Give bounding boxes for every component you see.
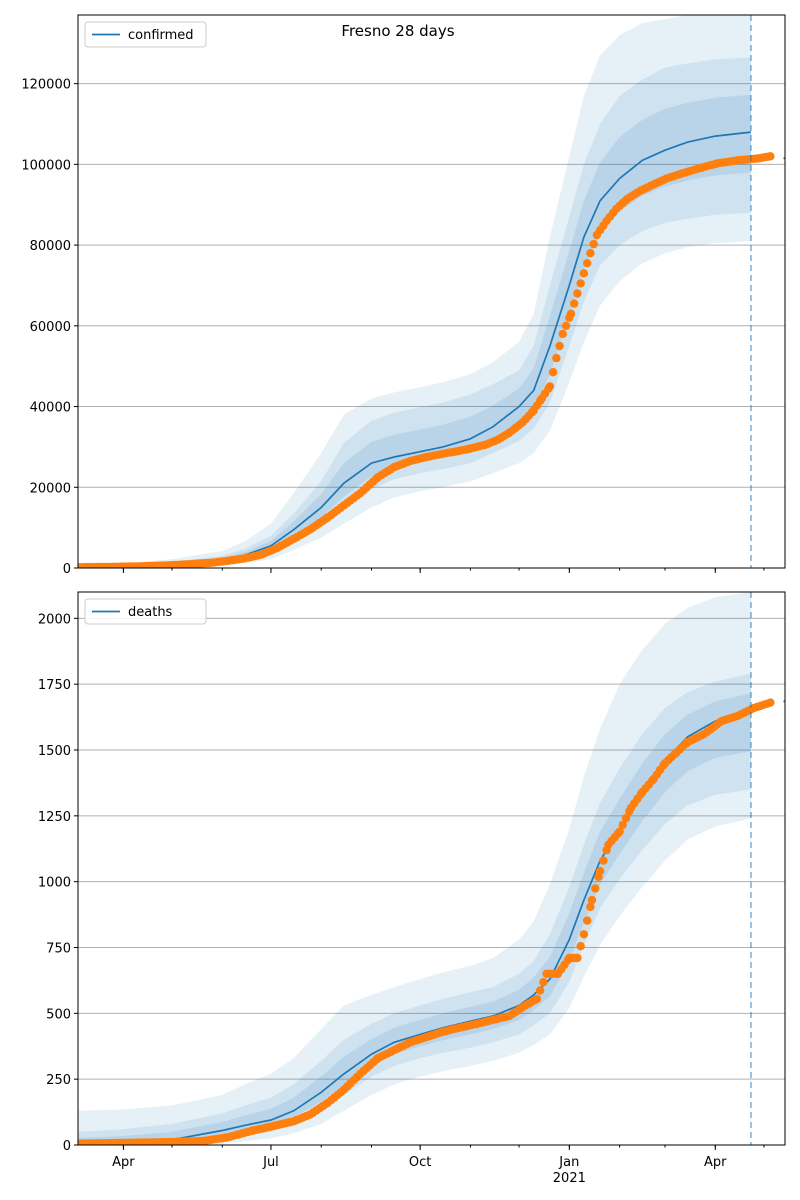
legend-box bbox=[84, 21, 207, 48]
y-tick-label: 1250 bbox=[38, 810, 71, 825]
y-tick-label: 60000 bbox=[30, 320, 71, 335]
y-tick-label: 500 bbox=[46, 1007, 71, 1022]
y-tick-label: 0 bbox=[63, 1139, 71, 1154]
confirmed-panel: 0 20000 40000 60000 80000 100000 120000 confirm… bbox=[21, 14, 786, 577]
deaths-panel: 0 250 500 750 1000 1250 1500 1750 2000 Apr Jul Oct J… bbox=[38, 591, 786, 1186]
x-tick-year-label: 2021 bbox=[553, 1171, 586, 1186]
observed-point bbox=[573, 289, 582, 298]
observed-point bbox=[591, 884, 600, 893]
observed-point bbox=[618, 820, 627, 830]
y-tick-label: 1000 bbox=[38, 876, 71, 891]
observed-point bbox=[570, 299, 579, 308]
axes-frame bbox=[77, 14, 786, 569]
legend-box bbox=[84, 598, 207, 625]
observed-point bbox=[766, 698, 775, 707]
y-tick-label: 750 bbox=[46, 942, 71, 957]
observed-point bbox=[615, 827, 624, 836]
observed-point bbox=[539, 978, 548, 987]
observed-point bbox=[561, 321, 571, 330]
observed-point bbox=[576, 279, 585, 288]
observed-point bbox=[555, 341, 564, 351]
uncertainty-band bbox=[78, 57, 751, 568]
legend: confirmed bbox=[84, 21, 207, 48]
observed-point bbox=[589, 239, 598, 249]
y-tick-label: 40000 bbox=[30, 401, 71, 416]
observed-point bbox=[579, 930, 589, 939]
axes-frame bbox=[77, 591, 786, 1146]
x-tick-label: Apr bbox=[704, 1155, 727, 1170]
observed-point bbox=[766, 152, 775, 161]
observed-point bbox=[583, 259, 592, 268]
observed-point bbox=[552, 353, 561, 363]
legend-label: confirmed bbox=[128, 28, 194, 43]
y-tick-label: 250 bbox=[46, 1073, 71, 1088]
observed-point bbox=[535, 986, 545, 995]
figure-title: Fresno 28 days bbox=[341, 22, 454, 40]
observed-point bbox=[595, 866, 605, 876]
y-tick-label: 120000 bbox=[21, 78, 71, 93]
observed-point bbox=[599, 856, 608, 865]
x-tick-label: Apr bbox=[112, 1155, 135, 1170]
y-tick-label: 1750 bbox=[38, 678, 71, 693]
observed-point bbox=[579, 269, 589, 278]
observed-point bbox=[587, 895, 597, 905]
model-line bbox=[78, 131, 751, 568]
observed-point bbox=[621, 813, 631, 823]
uncertainty-band bbox=[78, 592, 751, 1145]
uncertainty-band bbox=[78, 673, 751, 1145]
observed-point bbox=[576, 942, 585, 951]
y-tick-label: 100000 bbox=[21, 158, 71, 173]
plot-area bbox=[78, 15, 785, 568]
uncertainty-band-core bbox=[78, 94, 751, 568]
y-tick-label: 20000 bbox=[30, 481, 71, 496]
y-tick-label: 2000 bbox=[38, 612, 71, 627]
observed-point bbox=[566, 309, 576, 318]
y-tick-label: 1500 bbox=[38, 744, 71, 759]
observed-point bbox=[573, 953, 582, 963]
observed-point bbox=[586, 902, 595, 912]
observed-point bbox=[548, 368, 558, 377]
x-tick-label: Jul bbox=[262, 1155, 279, 1170]
observed-point bbox=[586, 249, 595, 258]
observed-point bbox=[532, 994, 542, 1004]
observed-point bbox=[558, 329, 567, 339]
legend: deaths bbox=[84, 598, 207, 625]
y-tick-label: 0 bbox=[63, 562, 71, 577]
x-tick-label: Oct bbox=[409, 1155, 431, 1170]
plot-area bbox=[78, 592, 785, 1145]
uncertainty-band-core bbox=[78, 693, 751, 1145]
observed-point bbox=[583, 916, 592, 925]
x-tick-label: Jan bbox=[558, 1155, 579, 1170]
observed-point bbox=[545, 382, 555, 391]
uncertainty-band bbox=[78, 15, 751, 568]
legend-label: deaths bbox=[128, 605, 173, 620]
y-tick-label: 80000 bbox=[30, 239, 71, 254]
